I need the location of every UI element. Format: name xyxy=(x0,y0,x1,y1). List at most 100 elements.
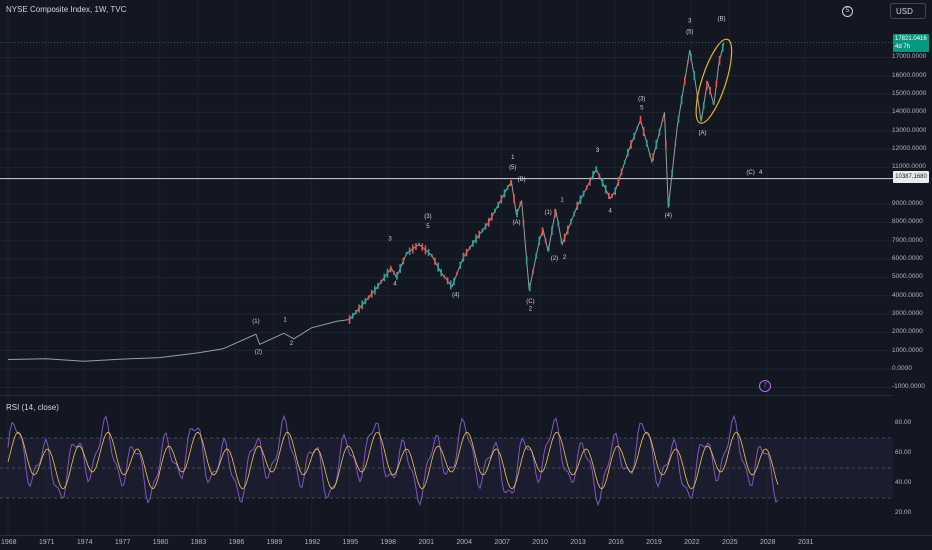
chart-title[interactable]: NYSE Composite Index, 1W, TVC xyxy=(6,5,127,14)
price-candle xyxy=(715,80,718,88)
price-candle xyxy=(690,53,692,61)
price-candle xyxy=(434,257,436,265)
time-axis-label: 2004 xyxy=(456,539,472,546)
rsi-title[interactable]: RSI (14, close) xyxy=(6,403,59,412)
price-candle xyxy=(532,269,534,275)
price-candle xyxy=(642,126,645,136)
wave-label: 3 xyxy=(388,237,392,243)
wave-label: 2 xyxy=(290,341,294,347)
price-candle xyxy=(627,148,629,157)
price-candle xyxy=(560,238,563,244)
price-candle xyxy=(646,139,648,147)
price-candle xyxy=(595,166,598,173)
wave-label: 4 xyxy=(608,208,612,214)
price-candle xyxy=(427,249,430,257)
time-axis-label: 1992 xyxy=(304,539,321,546)
price-candle xyxy=(544,238,547,244)
bar-countdown: 4d 7h xyxy=(895,44,911,50)
price-axis-label: 5000.0000 xyxy=(892,273,923,281)
wave-label: 5 xyxy=(426,224,430,230)
time-axis-label: 1977 xyxy=(114,539,131,546)
wave-label: (1) xyxy=(252,319,259,325)
wave-label: 1 xyxy=(560,197,564,203)
time-axis-label: 1989 xyxy=(266,539,283,546)
price-candle xyxy=(712,100,715,105)
price-candle xyxy=(465,248,468,257)
price-candle xyxy=(503,189,506,198)
price-candle xyxy=(538,236,541,246)
rsi-axis-label: 20.00 xyxy=(895,509,912,516)
price-axis-label: 15000.0000 xyxy=(892,90,927,98)
price-candle xyxy=(633,132,635,140)
price-candle xyxy=(484,223,487,230)
price-candle xyxy=(566,225,569,235)
price-candle xyxy=(478,230,481,239)
price-candle xyxy=(589,177,591,186)
wave-label: (5) xyxy=(686,30,693,36)
price-candle xyxy=(491,212,493,221)
time-axis-label: 1983 xyxy=(190,539,207,546)
wave-label: (C) xyxy=(526,299,534,305)
price-candle xyxy=(592,170,594,180)
wave-label: (B) xyxy=(717,17,725,23)
price-axis-label: 4000.0000 xyxy=(892,291,923,299)
price-candle xyxy=(709,86,711,95)
price-candle xyxy=(573,211,575,217)
price-axis-label: 8000.0000 xyxy=(892,218,923,226)
rsi-axis-label: 40.00 xyxy=(895,479,912,486)
wave-7-circle-badge: 7 xyxy=(759,380,771,392)
price-candle xyxy=(475,234,477,244)
price-axis-label: 17000.0000 xyxy=(892,53,927,61)
price-candle xyxy=(699,115,702,120)
price-candle xyxy=(468,246,471,250)
price-candle xyxy=(389,265,392,273)
price-candle xyxy=(680,95,683,105)
price-candle xyxy=(665,140,667,148)
price-candle xyxy=(601,178,604,187)
time-axis-label: 2028 xyxy=(760,539,776,546)
price-candle xyxy=(658,128,661,136)
currency-button[interactable]: USD xyxy=(890,3,926,19)
price-candle xyxy=(551,226,553,235)
price-candle xyxy=(418,242,420,246)
price-axis-label: 13000.0000 xyxy=(892,126,927,134)
time-axis-label: 2019 xyxy=(646,539,662,546)
time-axis-label: 1971 xyxy=(38,539,55,546)
price-candle xyxy=(655,140,658,150)
time-axis-label: 2016 xyxy=(608,539,624,546)
price-candle xyxy=(547,245,550,251)
price-candle xyxy=(399,263,401,273)
time-axis-line xyxy=(0,535,932,536)
last-price-value: 17821.0416 xyxy=(895,36,927,42)
price-candle xyxy=(636,126,639,130)
wave-label: 4 xyxy=(393,282,397,288)
price-candle xyxy=(674,142,677,146)
last-price-tag: 17821.0416 4d 7h xyxy=(893,34,929,52)
price-candle xyxy=(424,245,427,255)
price-axis-label: 3000.0000 xyxy=(892,310,923,317)
wave-5-circle-badge: 5 xyxy=(842,6,853,17)
pane-separator[interactable] xyxy=(0,395,893,396)
price-candle xyxy=(440,268,443,277)
price-candle xyxy=(608,192,610,200)
price-candle xyxy=(374,285,376,295)
price-axis-label: 11000.0000 xyxy=(892,163,926,171)
time-axis-label: 2010 xyxy=(532,539,548,546)
price-candle xyxy=(718,55,721,65)
price-candle xyxy=(430,253,433,257)
price-candle xyxy=(437,262,439,272)
price-candle xyxy=(683,77,686,85)
price-candle xyxy=(386,268,389,278)
price-candle xyxy=(500,194,503,204)
price-candle xyxy=(677,115,680,123)
wave-label: 3 xyxy=(596,148,600,154)
time-axis-label: 1995 xyxy=(342,539,359,546)
price-candle xyxy=(623,160,626,165)
highlight-ellipse xyxy=(695,38,733,124)
price-candle xyxy=(472,240,474,247)
price-candle xyxy=(576,201,579,211)
price-candle xyxy=(506,185,509,190)
price-candle xyxy=(598,173,601,179)
wave-label: (A) xyxy=(513,220,521,226)
